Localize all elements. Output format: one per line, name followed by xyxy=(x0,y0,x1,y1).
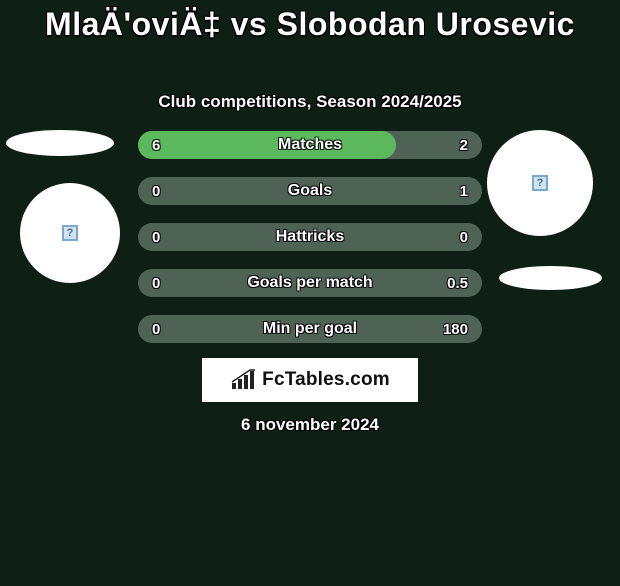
stat-label: Matches xyxy=(138,136,482,154)
stat-value-player2: 180 xyxy=(443,321,468,338)
right-player-avatar xyxy=(487,130,593,236)
stats-comparison-block: 6Matches20Goals10Hattricks00Goals per ma… xyxy=(138,131,482,343)
right-bottom-ellipse xyxy=(499,266,602,290)
placeholder-image-icon xyxy=(62,225,78,241)
brand-text: FcTables.com xyxy=(262,369,390,391)
stat-label: Min per goal xyxy=(138,320,482,338)
stat-row: 0Min per goal180 xyxy=(138,315,482,343)
stat-row: 0Goals per match0.5 xyxy=(138,269,482,297)
left-top-ellipse xyxy=(6,130,114,156)
stat-label: Goals xyxy=(138,182,482,200)
stat-label: Goals per match xyxy=(138,274,482,292)
stat-value-player2: 0 xyxy=(460,229,468,246)
stat-label: Hattricks xyxy=(138,228,482,246)
stat-value-player2: 2 xyxy=(460,137,468,154)
left-player-avatar xyxy=(20,183,120,283)
placeholder-image-icon xyxy=(532,175,548,191)
stat-value-player2: 0.5 xyxy=(447,275,468,292)
stat-row: 0Goals1 xyxy=(138,177,482,205)
comparison-title: MlaÄ'oviÄ‡ vs Slobodan Urosevic xyxy=(0,6,620,43)
stat-row: 6Matches2 xyxy=(138,131,482,159)
brand-badge: FcTables.com xyxy=(202,358,418,402)
stat-value-player2: 1 xyxy=(460,183,468,200)
stat-row: 0Hattricks0 xyxy=(138,223,482,251)
bar-chart-icon xyxy=(230,369,256,391)
comparison-subtitle: Club competitions, Season 2024/2025 xyxy=(0,92,620,112)
snapshot-date: 6 november 2024 xyxy=(0,415,620,435)
